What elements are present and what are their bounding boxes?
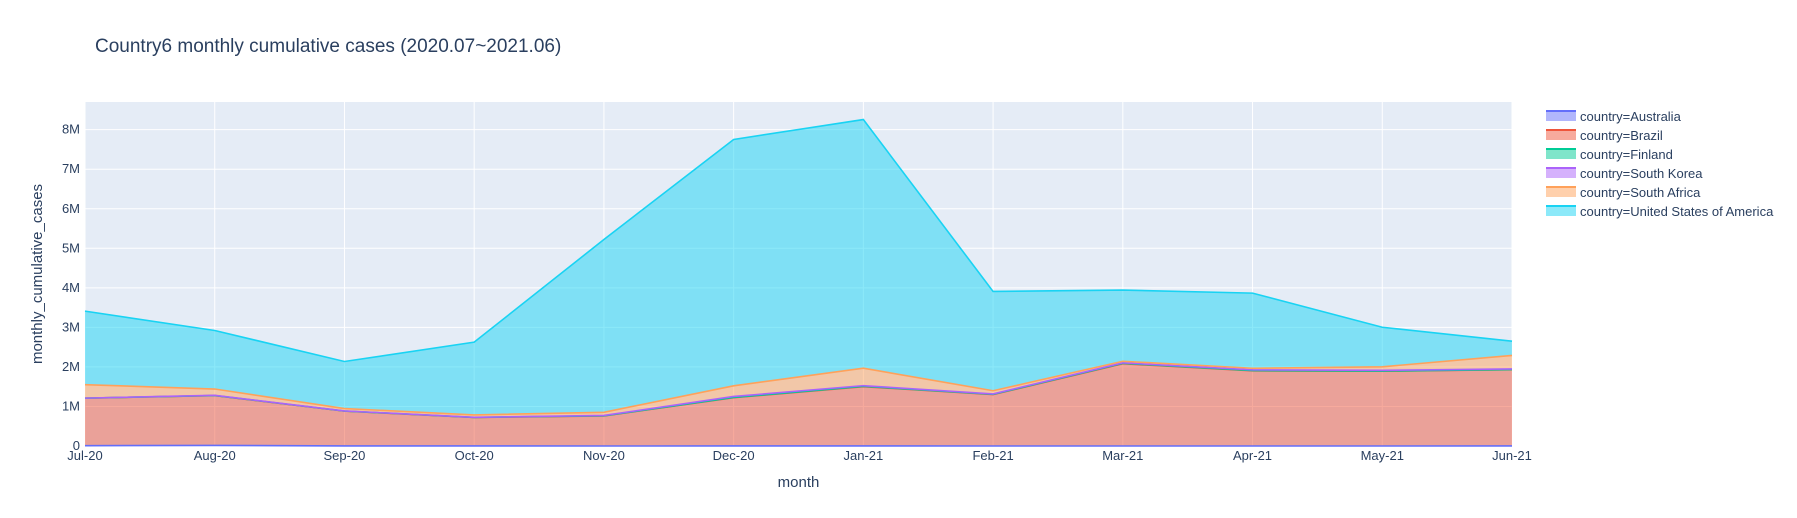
legend-swatch — [1546, 149, 1576, 159]
legend-label: country=South Korea — [1580, 166, 1703, 181]
legend-label: country=Brazil — [1580, 128, 1663, 143]
y-tick-label: 4M — [62, 280, 80, 295]
legend-label: country=Finland — [1580, 147, 1673, 162]
x-tick-label: Sep-20 — [323, 448, 365, 463]
chart-title: Country6 monthly cumulative cases (2020.… — [95, 36, 561, 57]
area-united-states-of-america[interactable] — [85, 119, 1512, 415]
legend-item-united-states-of-america[interactable]: country=United States of America — [1546, 204, 1774, 219]
y-tick-label: 3M — [62, 319, 80, 334]
y-tick-label: 7M — [62, 161, 80, 176]
y-tick-label: 1M — [62, 398, 80, 413]
x-tick-labels: Jul-20 Aug-20 Sep-20 Oct-20 Nov-20 Dec-20 Jan-… — [67, 448, 1532, 463]
x-tick-label: Feb-21 — [972, 448, 1013, 463]
x-tick-label: Nov-20 — [583, 448, 625, 463]
legend-item-south-africa[interactable]: country=South Africa — [1546, 185, 1701, 200]
legend-swatch — [1546, 187, 1576, 197]
line-united-states-of-america[interactable] — [84, 118, 1513, 363]
x-axis-title: month — [778, 474, 820, 491]
legend-swatch — [1546, 168, 1576, 178]
legend-item-south-korea[interactable]: country=South Korea — [1546, 166, 1703, 181]
y-tick-labels: 0 1M 2M 3M 4M 5M 6M 7M 8M — [62, 122, 80, 453]
legend-item-australia[interactable]: country=Australia — [1546, 109, 1682, 124]
line-australia[interactable] — [84, 444, 1513, 447]
legend-swatch — [1546, 206, 1576, 216]
legend-item-brazil[interactable]: country=Brazil — [1546, 128, 1663, 143]
y-tick-label: 8M — [62, 122, 80, 137]
y-tick-label: 6M — [62, 201, 80, 216]
legend-swatch — [1546, 111, 1576, 121]
x-tick-label: Oct-20 — [455, 448, 494, 463]
legend-label: country=South Africa — [1580, 185, 1701, 200]
x-tick-label: Dec-20 — [713, 448, 755, 463]
area-brazil[interactable] — [85, 363, 1512, 446]
legend-item-finland[interactable]: country=Finland — [1546, 147, 1673, 162]
legend-label: country=United States of America — [1580, 204, 1774, 219]
x-tick-label: Jan-21 — [843, 448, 883, 463]
y-tick-label: 2M — [62, 359, 80, 374]
x-tick-label: May-21 — [1361, 448, 1404, 463]
series-lines — [84, 118, 1513, 447]
y-tick-label: 0 — [73, 438, 80, 453]
x-tick-label: Jul-20 — [67, 448, 102, 463]
line-south-korea[interactable] — [84, 362, 1513, 419]
legend-label: country=Australia — [1580, 109, 1682, 124]
legend[interactable]: country=Australia country=Brazil country=F… — [1546, 109, 1774, 219]
legend-swatch — [1546, 130, 1576, 140]
y-tick-label: 5M — [62, 240, 80, 255]
line-south-africa[interactable] — [84, 354, 1513, 416]
x-tick-label: Apr-21 — [1233, 448, 1272, 463]
x-tick-label: Aug-20 — [194, 448, 236, 463]
y-axis-title: monthly_cumulative_cases — [29, 184, 46, 364]
area-south-africa[interactable] — [85, 355, 1512, 418]
x-tick-label: Jun-21 — [1492, 448, 1532, 463]
x-tick-label: Mar-21 — [1102, 448, 1143, 463]
